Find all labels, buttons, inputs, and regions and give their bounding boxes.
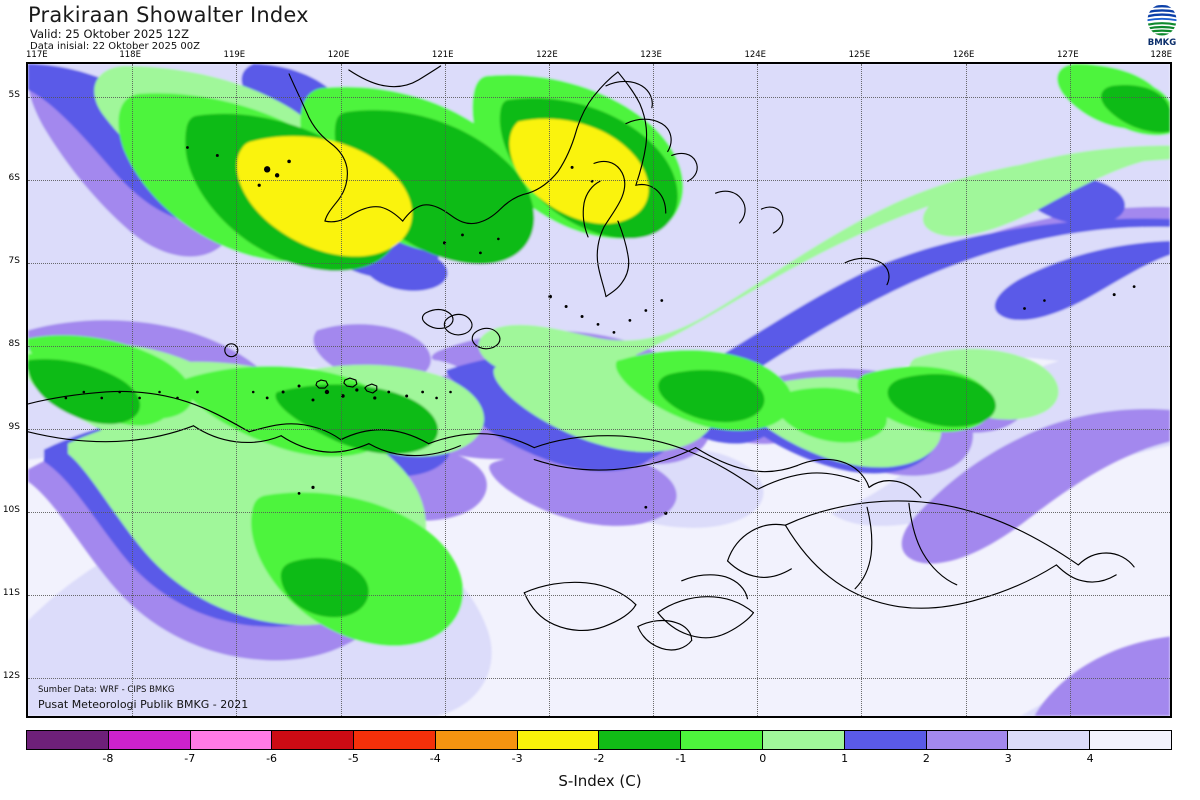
colorbar-swatch-9[interactable] — [763, 731, 845, 749]
gridline-horizontal — [28, 678, 1170, 680]
initial-data-label: Data inisial: 22 Oktober 2025 00Z — [30, 41, 200, 52]
colorbar-swatch-10[interactable] — [844, 731, 927, 749]
gridline-vertical — [340, 64, 342, 716]
colorbar-tick--4: -4 — [429, 752, 441, 765]
gridline-vertical — [236, 64, 238, 716]
longitude-tick-123E: 123E — [640, 50, 662, 60]
colorbar-tick-4: 4 — [1086, 752, 1094, 765]
colorbar-swatch-6[interactable] — [517, 731, 600, 749]
colorbar-swatch-7[interactable] — [599, 731, 682, 749]
longitude-tick-125E: 125E — [848, 50, 871, 60]
map-panel[interactable]: Sumber Data: WRF - CIPS BMKG Pusat Meteo… — [26, 62, 1172, 718]
colorbar-tick-1: 1 — [841, 752, 849, 765]
longitude-tick-119E: 119E — [223, 50, 246, 60]
longitude-tick-128E: 128E — [1150, 50, 1172, 60]
colorbar-swatch-3[interactable] — [272, 731, 355, 749]
latitude-tick-11S: 11S — [2, 588, 20, 599]
colorbar-swatch-8[interactable] — [681, 731, 764, 749]
longitude-tick-120E: 120E — [327, 50, 350, 60]
colorbar-label: S-Index (C) — [558, 772, 642, 790]
gridline-vertical — [653, 64, 655, 716]
colorbar-tick--5: -5 — [347, 752, 359, 765]
colorbar-tick--2: -2 — [593, 752, 605, 765]
latitude-tick-9S: 9S — [8, 422, 20, 433]
valid-time-label: Valid: 25 Oktober 2025 12Z — [30, 27, 189, 41]
bmkg-logo-caption: BMKG — [1147, 38, 1177, 48]
colorbar-tick-0: 0 — [759, 752, 767, 765]
longitude-tick-124E: 124E — [744, 50, 767, 60]
bmkg-logo-icon — [1147, 4, 1177, 36]
gridline-horizontal — [28, 263, 1170, 265]
header: Prakiraan Showalter Index Valid: 25 Okto… — [0, 0, 1200, 62]
publisher-credit: Pusat Meteorologi Publik BMKG - 2021 — [38, 698, 249, 711]
colorbar[interactable] — [26, 730, 1172, 750]
gridline-vertical — [861, 64, 863, 716]
colorbar-swatch-12[interactable] — [1008, 731, 1091, 749]
gridline-horizontal — [28, 429, 1170, 431]
colorbar-swatch-4[interactable] — [354, 731, 436, 749]
colorbar-swatch-2[interactable] — [190, 731, 273, 749]
colorbar-tick-2: 2 — [922, 752, 930, 765]
colorbar-tick--7: -7 — [184, 752, 196, 765]
colorbar-swatch-0[interactable] — [27, 731, 109, 749]
colorbar-swatch-13[interactable] — [1090, 731, 1171, 749]
latitude-tick-10S: 10S — [2, 505, 20, 516]
gridline-vertical — [132, 64, 134, 716]
longitude-tick-122E: 122E — [536, 50, 558, 60]
gridline-vertical — [1069, 64, 1071, 716]
colorbar-tick--1: -1 — [675, 752, 687, 765]
contour-field — [28, 64, 1170, 716]
colorbar-tick-3: 3 — [1004, 752, 1012, 765]
latitude-tick-12S: 12S — [2, 671, 20, 682]
source-credit: Sumber Data: WRF - CIPS BMKG — [38, 685, 175, 695]
gridline-horizontal — [28, 595, 1170, 597]
gridline-vertical — [548, 64, 550, 716]
gridline-horizontal — [28, 180, 1170, 182]
page-title: Prakiraan Showalter Index — [28, 3, 309, 27]
latitude-tick-6S: 6S — [8, 173, 20, 184]
colorbar-tick--8: -8 — [102, 752, 114, 765]
longitude-tick-118E: 118E — [119, 50, 141, 60]
longitude-tick-121E: 121E — [431, 50, 454, 60]
gridline-horizontal — [28, 512, 1170, 514]
colorbar-tick--6: -6 — [266, 752, 278, 765]
gridline-vertical — [965, 64, 967, 716]
latitude-tick-5S: 5S — [8, 90, 20, 101]
colorbar-swatch-11[interactable] — [926, 731, 1009, 749]
colorbar-swatch-5[interactable] — [435, 731, 518, 749]
colorbar-tick--3: -3 — [511, 752, 523, 765]
gridline-vertical — [757, 64, 759, 716]
bmkg-logo: BMKG — [1139, 4, 1185, 54]
gridline-vertical — [444, 64, 446, 716]
gridline-horizontal — [28, 346, 1170, 348]
gridline-horizontal — [28, 97, 1170, 99]
longitude-tick-126E: 126E — [952, 50, 975, 60]
colorbar-swatch-1[interactable] — [108, 731, 191, 749]
longitude-tick-127E: 127E — [1057, 50, 1079, 60]
latitude-tick-7S: 7S — [8, 256, 20, 267]
latitude-tick-8S: 8S — [8, 339, 20, 350]
longitude-tick-117E: 117E — [26, 50, 48, 60]
